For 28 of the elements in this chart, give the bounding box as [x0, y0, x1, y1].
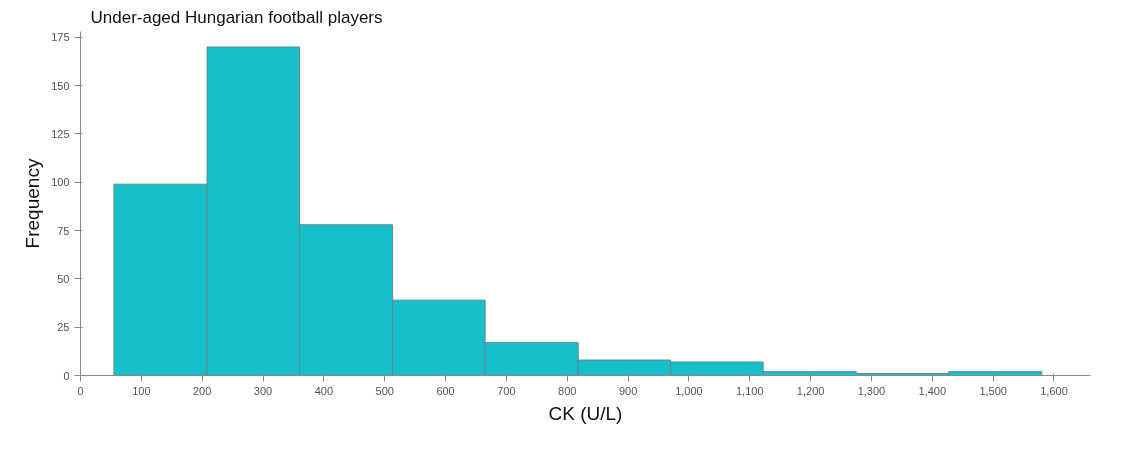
x-tick-label: 300	[253, 384, 273, 397]
x-tick-label: 800	[558, 384, 577, 397]
x-tick-label: 100	[132, 384, 151, 397]
x-tick-label: 1,100	[736, 384, 764, 397]
y-tick-label: 0	[63, 369, 70, 382]
x-tick-label: 200	[193, 384, 212, 397]
y-axis-title: Frequency	[22, 158, 44, 249]
y-tick-label: 150	[51, 79, 70, 92]
y-tick-label: 175	[51, 31, 70, 44]
x-tick-label: 1,400	[918, 384, 947, 397]
x-tick-label: 600	[436, 384, 455, 397]
y-tick-label: 75	[57, 224, 70, 237]
x-tick-label: 500	[375, 384, 394, 397]
x-tick-label: 1,600	[1040, 384, 1068, 397]
x-axis-title: CK (U/L)	[548, 402, 623, 424]
chart-title: Under-aged Hungarian football players	[90, 7, 383, 27]
x-tick-label: 1,200	[796, 384, 825, 397]
x-tick-label: 900	[618, 384, 638, 397]
x-tick-label: 0	[77, 384, 84, 397]
y-tick-label: 50	[57, 272, 70, 285]
x-tick-label: 700	[497, 384, 516, 397]
y-tick-label: 25	[57, 321, 70, 334]
x-tick-label: 1,300	[857, 384, 886, 397]
x-tick-label: 1,500	[979, 384, 1007, 397]
x-tick-label: 400	[314, 384, 334, 397]
y-tick-label: 100	[51, 176, 70, 189]
x-tick-label: 1,000	[675, 384, 703, 397]
y-tick-label: 125	[51, 127, 70, 140]
